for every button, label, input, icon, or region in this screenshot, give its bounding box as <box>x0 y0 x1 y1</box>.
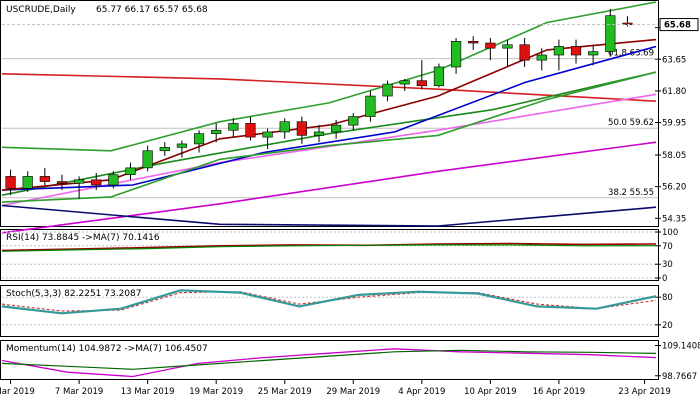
stoch-layer: 80 20 <box>1 289 673 331</box>
price-tick-label: 59.95 <box>662 119 686 129</box>
candle-body <box>74 179 85 184</box>
rsi-panel-frame <box>0 229 659 281</box>
indicator-line <box>1 38 657 191</box>
candle-body <box>570 46 582 56</box>
x-tick-label: 23 Apr 2019 <box>618 387 671 397</box>
current-price-box <box>659 18 699 32</box>
x-tick-label: 13 Mar 2019 <box>121 387 175 397</box>
x-tick-label: 4 Apr 2019 <box>398 387 445 397</box>
candle-body <box>108 174 119 186</box>
candle-body <box>142 150 153 169</box>
indicator-line <box>1 45 657 191</box>
price-tick-label: 61.80 <box>662 87 686 97</box>
price-tick-label: 58.05 <box>662 151 686 161</box>
candle-body <box>5 176 16 189</box>
axis-tick-label: 30 <box>662 260 673 270</box>
candle-body <box>605 15 616 52</box>
current-price-label: 65.68 <box>664 21 691 31</box>
candle-body <box>365 95 376 117</box>
x-tick-label: 19 Mar 2019 <box>189 387 243 397</box>
candle-body <box>468 41 479 44</box>
candle-body <box>450 41 462 68</box>
x-tick-label: 10 Apr 2019 <box>464 387 517 397</box>
candle-body <box>588 51 599 56</box>
candle-body <box>159 147 170 152</box>
momentum-line <box>1 348 657 378</box>
candle-body <box>313 131 325 136</box>
momentum-layer: 109.1408 98.7667 <box>1 342 700 382</box>
candle-body <box>262 131 273 138</box>
candle-body <box>125 167 136 176</box>
candle-body <box>502 44 513 49</box>
main-panel-frame <box>0 0 659 227</box>
symbol-header: USCRUDE,Daily <box>6 5 76 15</box>
price-tick-label: 56.20 <box>662 183 686 193</box>
candle-body <box>193 133 205 145</box>
stoch-header: Stoch(5,3,3) 82.2251 73.2087 <box>6 289 141 299</box>
candle-body <box>348 116 359 126</box>
candle-body <box>39 176 50 182</box>
ohlc-header: 65.77 66.17 65.57 65.68 <box>96 5 208 15</box>
momentum-header: Momentum(14) 104.9872 ->MA(7) 106.4507 <box>6 344 208 354</box>
main-chart-layer: 54.3556.2058.0559.9561.8063.6565.5061.8 … <box>1 1 699 234</box>
axis-tick-label: 80 <box>662 293 673 303</box>
indicator-line <box>1 71 657 203</box>
fib-level-label: 38.2 55.55 <box>608 188 654 198</box>
indicator-line <box>1 141 657 234</box>
candle-body <box>536 54 547 61</box>
price-tick-label: 54.35 <box>662 214 686 224</box>
x-tick-label: 25 Mar 2019 <box>258 387 312 397</box>
momentum-ma-line <box>1 349 657 370</box>
indicator-line <box>1 71 657 196</box>
axis-tick-label: 98.7667 <box>662 372 697 382</box>
x-tick-label: 1 Mar 2019 <box>0 387 35 397</box>
rsi-header: RSI(14) 73.8845 ->MA(7) 70.1416 <box>6 233 160 243</box>
axis-tick-label: 0 <box>662 274 667 284</box>
momentum-panel-frame <box>0 340 659 380</box>
stoch-panel-frame <box>0 285 659 337</box>
candle-body <box>416 80 427 87</box>
price-tick-label: 63.65 <box>662 55 686 65</box>
candle-body <box>519 44 530 61</box>
candle-body <box>433 66 445 87</box>
candle-body <box>228 123 239 131</box>
candle-body <box>91 179 102 186</box>
x-tick-label: 16 Apr 2019 <box>533 387 586 397</box>
candle-body <box>553 46 564 56</box>
x-tick-label: 7 Mar 2019 <box>55 387 103 397</box>
candle-body <box>331 124 342 133</box>
candle-body <box>56 181 68 184</box>
candle-body <box>485 42 496 49</box>
candle-body <box>245 123 256 138</box>
axis-tick-label: 20 <box>662 321 673 331</box>
candle-body <box>399 80 410 85</box>
candle-body <box>382 83 393 97</box>
candle-body <box>22 176 33 189</box>
x-tick-label: 29 Mar 2019 <box>326 387 380 397</box>
candle-body <box>211 129 222 134</box>
fib-level-label: 50.0 59.62 <box>608 118 654 128</box>
indicator-line <box>1 73 657 102</box>
axis-tick-label: 70 <box>662 242 673 252</box>
indicator-line <box>1 1 657 152</box>
rsi-layer: 100 70 30 0 <box>1 228 678 284</box>
rsi-ma-line <box>1 244 657 252</box>
indicator-line <box>1 204 657 227</box>
axis-tick-label: 109.1408 <box>662 342 700 352</box>
stoch-k-line <box>1 289 657 315</box>
candle-body <box>296 121 307 136</box>
axis-tick-label: 100 <box>662 228 678 238</box>
candle-body <box>176 143 188 148</box>
candle-body <box>279 121 290 133</box>
x-axis-layer: 1 Mar 2019 7 Mar 2019 13 Mar 2019 19 Mar 20… <box>0 380 671 397</box>
